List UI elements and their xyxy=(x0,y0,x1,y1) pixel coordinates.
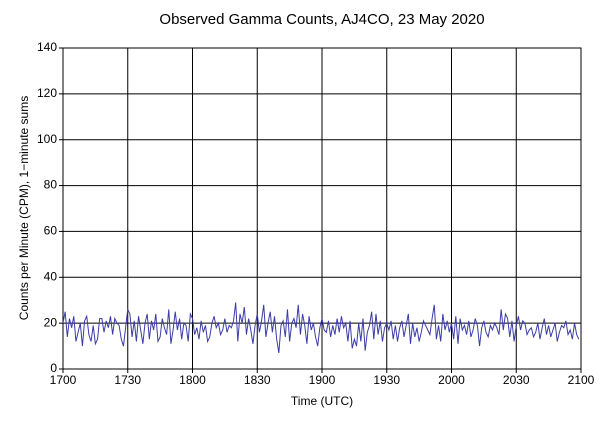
chart-title: Observed Gamma Counts, AJ4CO, 23 May 202… xyxy=(159,11,484,28)
x-tick-label: 2030 xyxy=(503,373,530,387)
x-tick-label: 1900 xyxy=(309,373,336,387)
y-tick-label: 60 xyxy=(44,224,58,238)
y-tick-label: 120 xyxy=(37,86,57,100)
x-tick-label: 2100 xyxy=(568,373,595,387)
y-tick-label: 40 xyxy=(44,269,58,283)
x-tick-label: 1830 xyxy=(244,373,271,387)
x-tick-label: 1800 xyxy=(179,373,206,387)
data-line xyxy=(62,302,580,354)
y-tick-label: 20 xyxy=(44,315,58,329)
x-tick-label: 1930 xyxy=(373,373,400,387)
y-tick-label: 100 xyxy=(37,132,57,146)
x-axis-label: Time (UTC) xyxy=(291,394,353,408)
x-tick-label: 1730 xyxy=(114,373,141,387)
y-axis-label: Counts per Minute (CPM), 1−minute sums xyxy=(17,96,31,320)
y-tick-label: 80 xyxy=(44,178,58,192)
y-tick-label: 140 xyxy=(37,40,57,54)
x-tick-label: 2000 xyxy=(438,373,465,387)
y-tick-label: 0 xyxy=(50,361,57,375)
x-tick-label: 1700 xyxy=(50,373,77,387)
